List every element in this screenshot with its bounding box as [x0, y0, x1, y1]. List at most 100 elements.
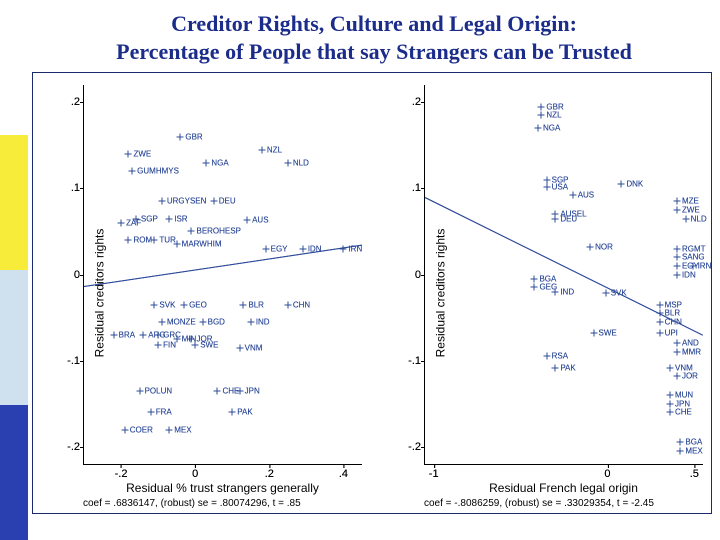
scatter-point — [158, 318, 165, 325]
scatter-point — [147, 409, 154, 416]
y-tick: -.1 — [50, 355, 80, 367]
plot-box-left: -.2-.10.1.2-.20.2.4GBRZWENZLNGANLDGUMHMY… — [83, 85, 362, 465]
point-label: IND — [256, 317, 270, 326]
point-label: AUS — [252, 216, 268, 225]
point-label: BRA — [119, 330, 135, 339]
x-tick: -.2 — [115, 468, 128, 480]
scatter-point — [673, 198, 680, 205]
point-label: SWE — [200, 341, 218, 350]
scatter-point — [129, 168, 136, 175]
y-tick: .1 — [50, 182, 80, 194]
point-label: BGD — [208, 317, 225, 326]
left-color-sidebar — [0, 0, 28, 540]
point-label: NGA — [543, 124, 560, 133]
scatter-point — [151, 301, 158, 308]
x-tick: 0 — [192, 468, 198, 480]
scatter-point — [538, 112, 545, 119]
title-line-2: Percentage of People that say Strangers … — [28, 38, 720, 66]
point-label: NLD — [691, 214, 707, 223]
scatter-point — [618, 181, 625, 188]
scatter-point — [673, 373, 680, 380]
point-label: ZWE — [133, 149, 151, 158]
point-label: ISR — [174, 214, 187, 223]
scatter-point — [210, 198, 217, 205]
point-label: PAK — [237, 408, 252, 417]
sidebar-segment — [0, 135, 28, 270]
point-label: FRA — [156, 408, 172, 417]
scatter-point — [181, 301, 188, 308]
point-label: BLR — [248, 300, 264, 309]
point-label: IND — [560, 287, 574, 296]
point-label: DNK — [626, 180, 643, 189]
point-label: MEX — [685, 447, 702, 456]
chart-title-block: Creditor Rights, Culture and Legal Origi… — [28, 10, 720, 65]
scatter-point — [534, 125, 541, 132]
scatter-point — [188, 228, 195, 235]
point-label: COER — [130, 425, 153, 434]
scatter-point — [569, 192, 576, 199]
scatter-point — [214, 387, 221, 394]
scatter-point — [229, 409, 236, 416]
point-label: NOR — [595, 242, 613, 251]
scatter-point — [543, 353, 550, 360]
scatter-point — [192, 342, 199, 349]
x-tick: .2 — [265, 468, 274, 480]
point-label: IRN — [348, 244, 362, 253]
plot-box-right: -.2-.10.1.2-10.5GBRNZLNGASGPUSADNKAUSAUS… — [424, 85, 703, 465]
point-label: SVK — [611, 289, 627, 298]
point-label: AUS — [578, 191, 594, 200]
scatter-point — [673, 206, 680, 213]
scatter-point — [121, 426, 128, 433]
scatter-point — [110, 331, 117, 338]
scatter-point — [531, 284, 538, 291]
x-axis-label-left: Residual % trust strangers generally — [83, 481, 362, 495]
scatter-point — [656, 318, 663, 325]
scatter-point — [673, 349, 680, 356]
point-label: CHN — [293, 300, 310, 309]
point-label: RSA — [552, 352, 568, 361]
point-label: USA — [552, 182, 568, 191]
point-label: NLD — [293, 158, 309, 167]
scatter-point — [538, 103, 545, 110]
scatter-point — [666, 392, 673, 399]
scatter-point — [656, 310, 663, 317]
scatter-point — [151, 237, 158, 244]
scatter-point — [552, 215, 559, 222]
scatter-point — [656, 330, 663, 337]
point-label: FIN — [163, 341, 176, 350]
scatter-point — [299, 245, 306, 252]
sidebar-segment — [0, 270, 28, 405]
scatter-point — [666, 364, 673, 371]
scatter-point — [199, 318, 206, 325]
point-label: MMR — [682, 348, 701, 357]
title-line-1: Creditor Rights, Culture and Legal Origi… — [28, 10, 720, 38]
point-label: DEU — [219, 197, 236, 206]
point-label: UPI — [665, 329, 678, 338]
scatter-point — [340, 245, 347, 252]
point-label: MEX — [174, 425, 191, 434]
point-label: CHN — [665, 317, 682, 326]
scatter-point — [552, 364, 559, 371]
point-label: IDN — [308, 244, 322, 253]
point-label: PAK — [560, 363, 575, 372]
point-label: EGY — [271, 244, 288, 253]
y-tick: .2 — [50, 96, 80, 108]
scatter-point — [136, 387, 143, 394]
scatter-point — [158, 198, 165, 205]
scatter-point — [284, 159, 291, 166]
point-label: NZL — [267, 145, 282, 154]
scatter-point — [590, 330, 597, 337]
point-label: URGYSEN — [167, 197, 207, 206]
x-axis-label-right: Residual French legal origin — [424, 481, 703, 495]
scatter-point — [673, 262, 680, 269]
point-label: SWE — [599, 329, 617, 338]
scatter-point — [602, 290, 609, 297]
scatter-point — [587, 243, 594, 250]
point-label: DEU — [560, 214, 577, 223]
scatter-point — [262, 245, 269, 252]
point-label: GUMHMYS — [137, 167, 179, 176]
x-tick: 0 — [604, 468, 610, 480]
scatter-point — [236, 387, 243, 394]
x-tick: .5 — [690, 468, 699, 480]
scatter-point — [236, 344, 243, 351]
